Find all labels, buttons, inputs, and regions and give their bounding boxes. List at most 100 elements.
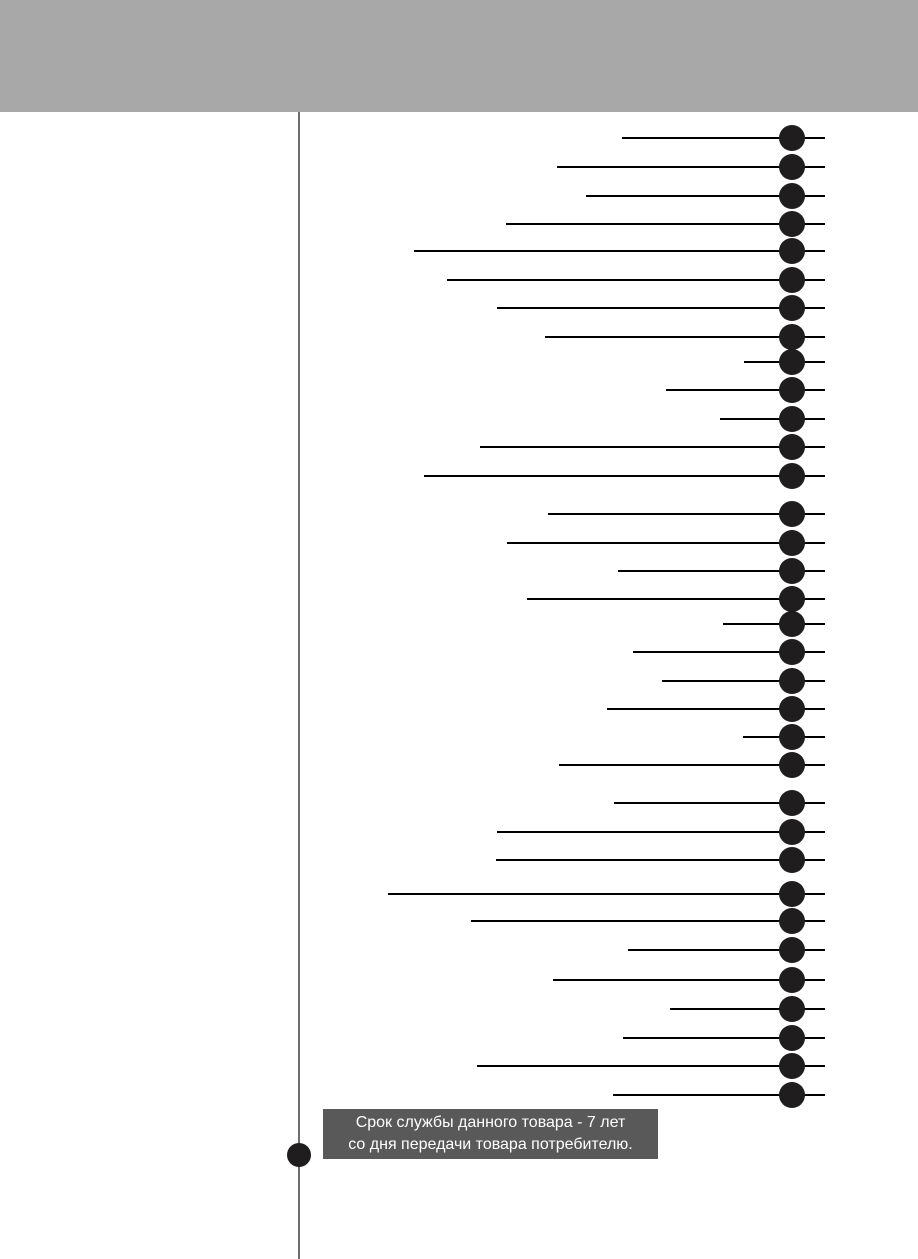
callout-dot-icon xyxy=(779,406,805,432)
callout-leader-line xyxy=(618,570,792,572)
callout-tail-line xyxy=(792,949,825,951)
callout-tail-line xyxy=(792,979,825,981)
callout-tail-line xyxy=(792,764,825,766)
callout-tail-line xyxy=(792,570,825,572)
callout-tail-line xyxy=(792,513,825,515)
callout-tail-line xyxy=(792,651,825,653)
callout-dot-icon xyxy=(779,1025,805,1051)
callout-dot-icon xyxy=(779,752,805,778)
callout-leader-line xyxy=(480,446,792,448)
callout-dot-icon xyxy=(779,434,805,460)
callout-dot-icon xyxy=(779,881,805,907)
callout-leader-line xyxy=(497,831,792,833)
callout-dot-icon xyxy=(779,1053,805,1079)
anchor-dot-icon xyxy=(287,1143,311,1167)
callout-tail-line xyxy=(792,195,825,197)
callout-tail-line xyxy=(792,802,825,804)
callout-tail-line xyxy=(792,623,825,625)
callout-dot-icon xyxy=(779,790,805,816)
callout-leader-line xyxy=(607,708,792,710)
callout-tail-line xyxy=(792,1094,825,1096)
callout-dot-icon xyxy=(779,937,805,963)
callout-leader-line xyxy=(414,250,792,252)
callout-dot-icon xyxy=(779,724,805,750)
callout-dot-icon xyxy=(779,996,805,1022)
callout-leader-line xyxy=(506,223,792,225)
service-life-notice: Срок службы данного товара - 7 лет со дн… xyxy=(323,1109,658,1159)
callout-tail-line xyxy=(792,307,825,309)
callout-leader-line xyxy=(720,418,792,420)
callout-tail-line xyxy=(792,389,825,391)
callout-tail-line xyxy=(792,1008,825,1010)
callout-leader-line xyxy=(586,195,792,197)
callout-tail-line xyxy=(792,418,825,420)
callout-leader-line xyxy=(545,336,792,338)
callout-dot-icon xyxy=(779,639,805,665)
callout-dot-icon xyxy=(779,908,805,934)
callout-tail-line xyxy=(792,336,825,338)
callout-leader-line xyxy=(471,920,792,922)
callout-dot-icon xyxy=(779,463,805,489)
callout-leader-line xyxy=(723,623,792,625)
callout-leader-line xyxy=(743,736,792,738)
callout-tail-line xyxy=(792,893,825,895)
callout-tail-line xyxy=(792,859,825,861)
callout-tail-line xyxy=(792,831,825,833)
callout-tail-line xyxy=(792,598,825,600)
callout-dot-icon xyxy=(779,295,805,321)
callout-tail-line xyxy=(792,250,825,252)
callout-tail-line xyxy=(792,446,825,448)
callout-leader-line xyxy=(614,802,792,804)
callout-leader-line xyxy=(447,279,792,281)
callout-dot-icon xyxy=(779,183,805,209)
callout-dot-icon xyxy=(779,696,805,722)
header-band xyxy=(0,0,918,112)
callout-tail-line xyxy=(792,1065,825,1067)
callout-dot-icon xyxy=(779,324,805,350)
vertical-divider-rule xyxy=(298,112,300,1259)
callout-dot-icon xyxy=(779,154,805,180)
callout-dot-icon xyxy=(779,668,805,694)
callout-leader-line xyxy=(670,1008,792,1010)
callout-dot-icon xyxy=(779,377,805,403)
callout-leader-line xyxy=(559,764,792,766)
callout-tail-line xyxy=(792,166,825,168)
callout-dot-icon xyxy=(779,211,805,237)
callout-leader-line xyxy=(744,361,792,363)
callout-dot-icon xyxy=(779,611,805,637)
callout-dot-icon xyxy=(779,349,805,375)
callout-leader-line xyxy=(666,389,792,391)
callout-tail-line xyxy=(792,475,825,477)
callout-dot-icon xyxy=(779,530,805,556)
callout-dot-icon xyxy=(779,501,805,527)
callout-tail-line xyxy=(792,361,825,363)
callout-leader-line xyxy=(662,680,792,682)
callout-leader-line xyxy=(388,893,792,895)
callout-leader-line xyxy=(477,1065,792,1067)
callout-dot-icon xyxy=(779,558,805,584)
callout-tail-line xyxy=(792,279,825,281)
callout-tail-line xyxy=(792,1037,825,1039)
callout-dot-icon xyxy=(779,1082,805,1108)
callout-leader-line xyxy=(623,1037,792,1039)
callout-leader-line xyxy=(628,949,792,951)
callout-leader-line xyxy=(497,307,792,309)
callout-tail-line xyxy=(792,708,825,710)
notice-line-2: со дня передачи товара потребителю. xyxy=(348,1136,633,1153)
callout-leader-line xyxy=(424,475,792,477)
callout-dot-icon xyxy=(779,267,805,293)
callout-dot-icon xyxy=(779,819,805,845)
callout-dot-icon xyxy=(779,238,805,264)
callout-dot-icon xyxy=(779,847,805,873)
callout-dot-icon xyxy=(779,967,805,993)
callout-tail-line xyxy=(792,680,825,682)
callout-tail-line xyxy=(792,542,825,544)
callout-leader-line xyxy=(553,979,792,981)
callout-leader-line xyxy=(507,542,792,544)
callout-leader-line xyxy=(622,137,792,139)
callout-dot-icon xyxy=(779,586,805,612)
callout-leader-line xyxy=(527,598,792,600)
callout-tail-line xyxy=(792,920,825,922)
callout-leader-line xyxy=(613,1094,792,1096)
